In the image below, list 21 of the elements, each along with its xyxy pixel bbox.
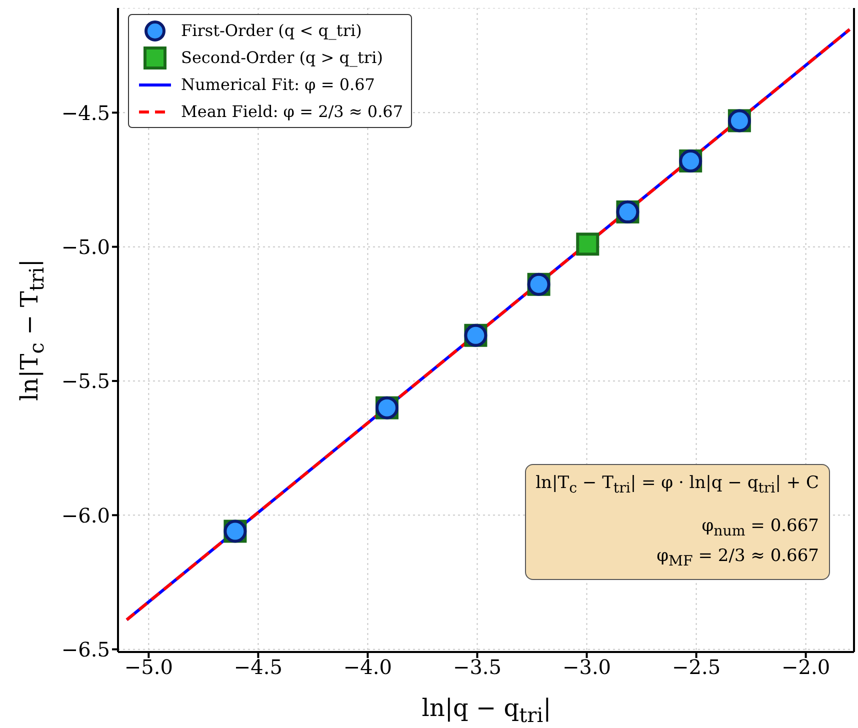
legend-label: Mean Field: φ = 2/3 ≈ 0.67 <box>181 102 404 121</box>
point <box>576 232 600 256</box>
annotation: ln|T$_{c}$ − T$_{tri}$| = φ · ln|q − q$_{tri}$| + C <box>536 472 819 498</box>
x-tick-label: −4.0 <box>343 655 392 680</box>
legend-label: Numerical Fit: φ = 0.67 <box>181 75 375 94</box>
x-tick-label: −2.0 <box>782 655 830 680</box>
y-tick-label: −6.5 <box>61 637 110 662</box>
y-tick-label: −5.5 <box>61 369 110 394</box>
x-tick-label: −3.5 <box>452 655 502 680</box>
x-tick-label: −4.5 <box>234 655 282 680</box>
x-tick-label: −3.0 <box>562 655 612 680</box>
x-axis-title: ln|q − q$_{tri}$| <box>420 694 552 727</box>
y-tick-label: −6.0 <box>61 503 110 528</box>
x-tick-label: −5.0 <box>124 655 173 680</box>
y-tick-label: −4.5 <box>61 100 110 125</box>
y-tick-label: −5.0 <box>61 234 110 259</box>
annotation: φ$_{num}$ = 0.667 <box>700 515 819 542</box>
x-tick-label: −2.5 <box>672 655 721 680</box>
legend-label: Second-Order (q > q_tri) <box>181 48 383 67</box>
annotation: φ$_{MF}$ = 2/3 ≈ 0.667 <box>656 544 819 571</box>
legend-label: First-Order (q < q_tri) <box>181 21 362 40</box>
